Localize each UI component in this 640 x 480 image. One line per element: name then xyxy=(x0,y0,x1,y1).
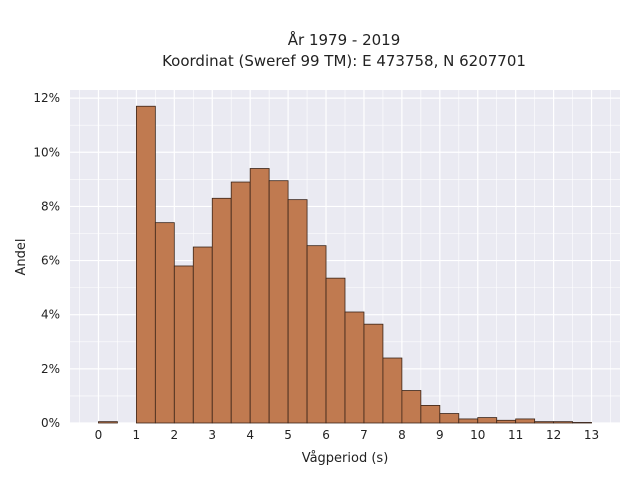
chart-subtitle: Koordinat (Sweref 99 TM): E 473758, N 62… xyxy=(162,52,526,70)
chart-title: År 1979 - 2019 xyxy=(288,30,401,49)
x-tick-label: 12 xyxy=(546,428,561,442)
histogram-bar xyxy=(363,323,384,424)
bars xyxy=(98,105,592,424)
histogram-bar xyxy=(439,413,460,424)
y-tick-label: 6% xyxy=(41,254,60,268)
histogram-bar xyxy=(192,246,213,424)
histogram-bar xyxy=(249,168,270,424)
histogram-bar xyxy=(382,357,403,424)
x-axis-ticks: 0 1 2 3 4 5 6 7 8 9 10 11 12 13 xyxy=(95,428,600,442)
histogram-bar xyxy=(306,245,327,424)
histogram-bar xyxy=(496,419,517,424)
x-tick-label: 3 xyxy=(208,428,216,442)
y-axis-ticks: 0% 2% 4% 6% 8% 10% 12% xyxy=(33,91,60,430)
x-tick-label: 8 xyxy=(398,428,406,442)
histogram-bar xyxy=(477,417,498,424)
x-tick-label: 11 xyxy=(508,428,523,442)
y-tick-label: 4% xyxy=(41,308,60,322)
x-tick-label: 4 xyxy=(246,428,254,442)
x-tick-label: 1 xyxy=(133,428,141,442)
histogram-bar xyxy=(230,181,251,424)
x-tick-label: 0 xyxy=(95,428,103,442)
histogram-bar xyxy=(173,265,194,424)
y-tick-label: 8% xyxy=(41,199,60,213)
histogram-bar xyxy=(98,421,118,424)
y-tick-label: 2% xyxy=(41,362,60,376)
histogram-bar xyxy=(325,277,346,424)
histogram-bar xyxy=(154,222,175,424)
x-tick-label: 9 xyxy=(436,428,444,442)
histogram-bar xyxy=(572,422,592,424)
histogram-bar xyxy=(420,405,441,424)
histogram-bar xyxy=(534,421,555,424)
x-tick-label: 10 xyxy=(470,428,485,442)
y-tick-label: 12% xyxy=(33,91,60,105)
x-tick-label: 2 xyxy=(170,428,178,442)
histogram-bar xyxy=(268,180,289,424)
y-tick-label: 0% xyxy=(41,416,60,430)
histogram-bar xyxy=(344,311,365,424)
x-tick-label: 5 xyxy=(284,428,292,442)
histogram-bar xyxy=(458,418,479,424)
y-axis-label: Andel xyxy=(14,239,29,276)
histogram-bar xyxy=(401,390,422,424)
histogram-bar xyxy=(211,197,232,424)
y-tick-label: 10% xyxy=(33,145,60,159)
x-tick-label: 13 xyxy=(584,428,599,442)
x-axis-label: Vågperiod (s) xyxy=(302,451,389,466)
histogram-bar xyxy=(515,418,536,424)
x-tick-label: 6 xyxy=(322,428,330,442)
histogram-bar xyxy=(135,105,156,424)
x-tick-label: 7 xyxy=(360,428,368,442)
histogram-bar xyxy=(287,199,308,424)
histogram-bar xyxy=(553,421,573,424)
